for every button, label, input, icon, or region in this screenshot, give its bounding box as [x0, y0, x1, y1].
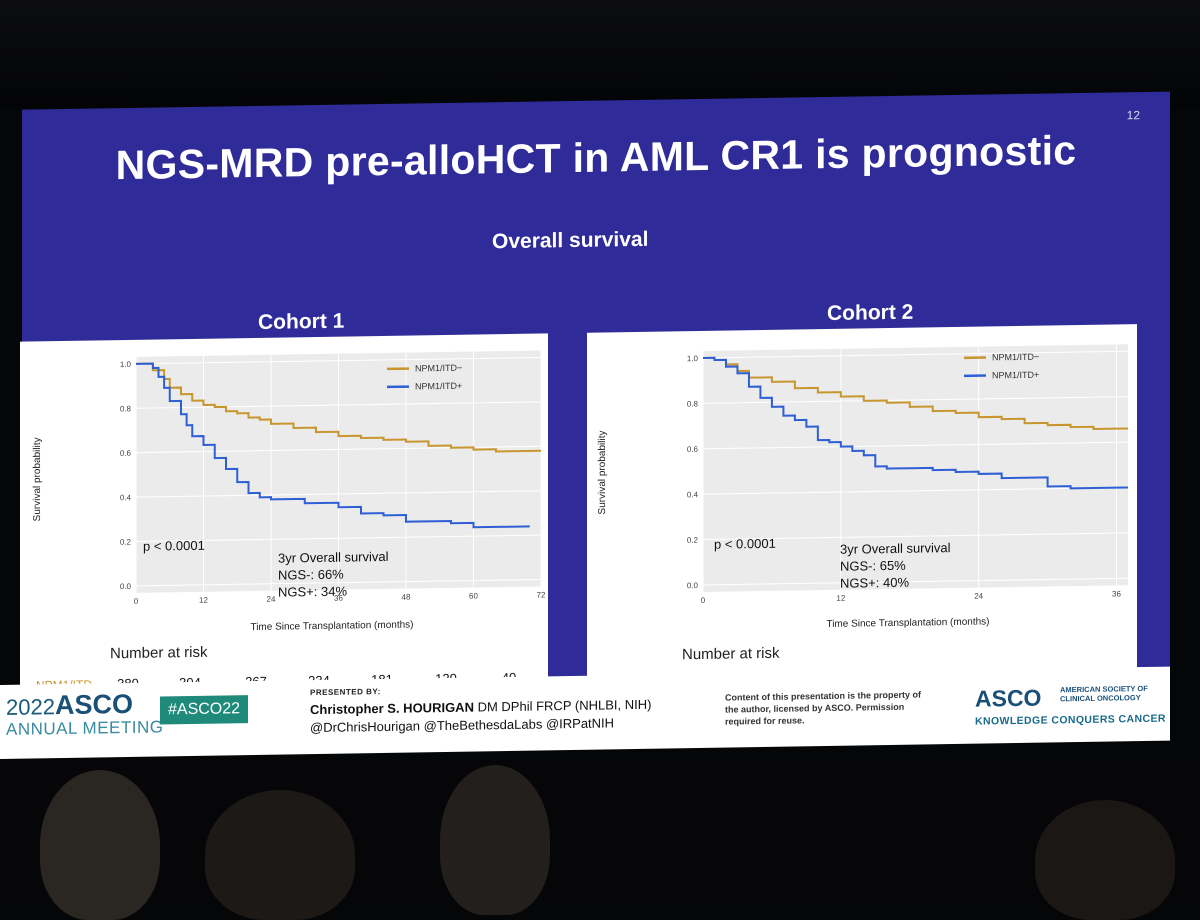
survival-summary-line: NGS+: 34% — [278, 584, 347, 600]
audience-head — [440, 765, 550, 915]
y-axis-label: Survival probability — [597, 430, 608, 514]
y-tick-label: 0.6 — [120, 449, 132, 458]
x-tick-label: 48 — [402, 593, 411, 602]
presenter-handles: @DrChrisHourigan @TheBethesdaLabs @IRPat… — [310, 715, 614, 735]
legend-label: NPM1/ITD+ — [415, 381, 462, 392]
y-tick-label: 0.2 — [120, 538, 132, 547]
y-tick-label: 0.2 — [687, 536, 699, 545]
y-tick-label: 0.0 — [687, 581, 699, 590]
y-tick-label: 0.8 — [120, 404, 132, 413]
asco-tagline: KNOWLEDGE CONQUERS CANCER — [975, 713, 1166, 728]
y-tick-label: 0.8 — [687, 399, 699, 408]
y-tick-label: 0.4 — [687, 490, 699, 499]
slide-body: 12 NGS-MRD pre-alloHCT in AML CR1 is pro… — [22, 92, 1170, 690]
asco-society-name: AMERICAN SOCIETY OF CLINICAL ONCOLOGY — [1060, 684, 1160, 704]
x-tick-label: 0 — [701, 596, 706, 605]
asco-logo: ASCO — [975, 685, 1041, 713]
x-tick-label: 12 — [199, 596, 208, 605]
audience-head — [40, 770, 160, 920]
x-axis-label: Time Since Transplantation (months) — [250, 620, 413, 634]
audience-head — [205, 790, 355, 920]
audience-head — [1035, 800, 1175, 920]
risk-table-title: Number at risk — [682, 645, 780, 664]
p-value-annotation: p < 0.0001 — [714, 536, 776, 552]
copyright-notice: Content of this presentation is the prop… — [725, 688, 935, 727]
survival-summary-line: NGS+: 40% — [840, 575, 909, 591]
x-tick-label: 72 — [537, 590, 546, 599]
cohort-1-title: Cohort 1 — [258, 310, 344, 335]
asco-name: ASCO — [55, 689, 133, 720]
x-tick-label: 0 — [134, 597, 139, 606]
hashtag-badge: #ASCO22 — [160, 695, 248, 724]
presenter-name: Christopher S. HOURIGAN — [310, 700, 474, 718]
y-axis-label: Survival probability — [32, 437, 43, 521]
survival-summary-line: NGS-: 66% — [278, 567, 344, 583]
asco-meeting-logo: 2022ASCO — [6, 689, 133, 722]
cohort-2-km-chart: 0.0 0.2 0.4 0.6 0.8 1.0 0 12 24 36 NPM1/ITD− NPM1/I… — [587, 324, 1137, 711]
y-tick-label: 0.4 — [120, 493, 132, 502]
legend-label: NPM1/ITD− — [992, 352, 1039, 363]
y-tick-label: 1.0 — [120, 360, 132, 369]
risk-table-title: Number at risk — [110, 644, 208, 663]
legend-label: NPM1/ITD− — [415, 363, 462, 374]
survival-summary-title: 3yr Overall survival — [840, 540, 951, 557]
y-tick-label: 0.6 — [687, 445, 699, 454]
slide-title: NGS-MRD pre-alloHCT in AML CR1 is progno… — [22, 126, 1170, 191]
asco-year: 2022 — [6, 694, 55, 720]
slide-number: 12 — [1127, 108, 1140, 122]
annual-meeting-label: ANNUAL MEETING — [6, 717, 164, 739]
x-tick-label: 12 — [836, 594, 845, 603]
presented-by-label: PRESENTED BY: — [310, 687, 381, 697]
presenter-credentials: DM DPhil FRCP (NHLBI, NIH) — [478, 697, 652, 715]
survival-summary-line: NGS-: 65% — [840, 558, 906, 574]
overall-survival-heading: Overall survival — [492, 228, 648, 254]
y-tick-label: 0.0 — [120, 582, 132, 591]
presentation-slide: 12 NGS-MRD pre-alloHCT in AML CR1 is pro… — [0, 67, 1172, 765]
x-tick-label: 60 — [469, 591, 478, 600]
x-tick-label: 24 — [974, 592, 983, 601]
y-tick-label: 1.0 — [687, 354, 699, 363]
survival-summary-title: 3yr Overall survival — [278, 549, 389, 566]
x-tick-label: 24 — [267, 595, 276, 604]
p-value-annotation: p < 0.0001 — [143, 538, 205, 554]
cohort-2-panel: 0.0 0.2 0.4 0.6 0.8 1.0 0 12 24 36 NPM1/ITD− NPM1/I… — [587, 324, 1137, 711]
x-tick-label: 36 — [1112, 589, 1121, 598]
room-background-bottom — [0, 760, 1200, 900]
legend-label: NPM1/ITD+ — [992, 370, 1039, 381]
cohort-2-title: Cohort 2 — [827, 301, 913, 326]
x-axis-label: Time Since Transplantation (months) — [826, 616, 989, 630]
presenter-line: Christopher S. HOURIGAN DM DPhil FRCP (N… — [310, 697, 651, 717]
